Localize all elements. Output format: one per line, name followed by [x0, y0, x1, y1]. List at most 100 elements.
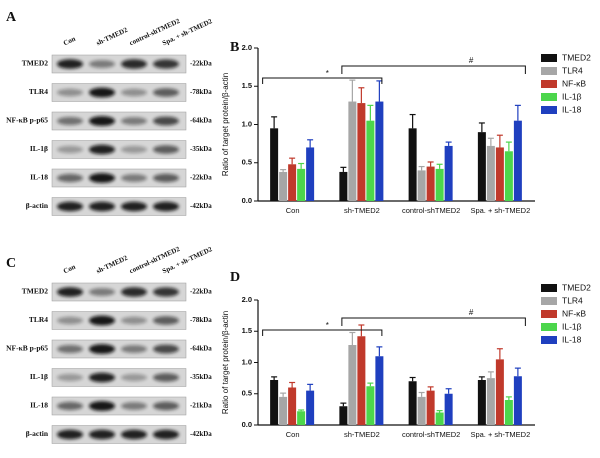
blot-band: [89, 173, 115, 183]
legend-label: TLR4: [562, 65, 583, 75]
y-tick-label: 2.0: [242, 295, 252, 304]
bar: [357, 336, 366, 425]
bar: [513, 376, 522, 425]
blot-band: [89, 401, 115, 411]
blot-band: [121, 402, 147, 410]
bracket: [262, 329, 383, 336]
size-label: -42kDa: [190, 202, 212, 210]
x-tick-label: Con: [286, 430, 300, 439]
bar: [288, 387, 297, 425]
x-tick-label: control-shTMED2: [402, 206, 460, 215]
size-label: -35kDa: [190, 145, 212, 153]
protein-label: TMED2: [22, 287, 49, 296]
blot-strip: [51, 197, 187, 216]
blot-band: [153, 201, 179, 212]
y-axis-label: Ratio of target protein/β-actin: [221, 73, 230, 176]
blot-band: [57, 145, 83, 154]
blot-band: [121, 201, 147, 212]
bar: [426, 390, 435, 425]
legend-label: IL-18: [562, 334, 582, 344]
bracket: [341, 317, 526, 326]
bar: [357, 103, 366, 201]
bar: [297, 168, 306, 201]
blot-band: [153, 316, 179, 325]
blot-band: [153, 287, 179, 297]
protein-label: NF-κB p-p65: [6, 344, 48, 353]
bar: [288, 164, 297, 201]
protein-label: β-actin: [26, 201, 49, 210]
bracket: [341, 65, 526, 74]
blot-band: [57, 316, 83, 325]
blot-band: [89, 429, 115, 440]
size-label: -35kDa: [190, 373, 212, 381]
y-axis-label: Ratio of target protein/β-actin: [221, 311, 230, 414]
bar: [495, 147, 504, 201]
legend-label: IL-18: [562, 104, 582, 114]
blot-band: [57, 345, 83, 353]
legend-label: TMED2: [562, 282, 591, 292]
blot-band: [121, 287, 147, 297]
blot-band: [121, 59, 147, 69]
bar: [417, 170, 426, 201]
bar: [270, 128, 279, 201]
size-label: -22kDa: [190, 288, 212, 296]
bar: [297, 411, 306, 425]
protein-label: NF-κB p-p65: [6, 116, 48, 125]
blot-band: [153, 429, 179, 440]
blot-band: [57, 88, 83, 97]
bar: [339, 171, 348, 201]
size-label: -64kDa: [190, 117, 212, 125]
x-tick-label: Con: [286, 206, 300, 215]
blot-strip: [51, 54, 187, 74]
bar: [270, 380, 279, 425]
blot-strip: [51, 83, 187, 102]
bar: [417, 396, 426, 425]
bar: [279, 396, 288, 425]
legend-swatch: [541, 80, 557, 88]
blot-strip: [51, 339, 187, 359]
panel-label: D: [230, 270, 240, 285]
bar: [348, 345, 357, 425]
bar: [435, 412, 444, 425]
y-tick-label: 1.5: [242, 326, 252, 335]
blot-band: [57, 429, 83, 440]
bracket: [262, 77, 383, 84]
legend-swatch: [541, 323, 557, 331]
lane-label: Con: [62, 263, 77, 276]
blot-band: [89, 87, 115, 98]
bar: [495, 359, 504, 425]
panel-label: A: [6, 10, 17, 25]
panel-label: B: [230, 40, 239, 55]
protein-label: IL-18: [30, 401, 48, 410]
x-tick-label: control-shTMED2: [402, 430, 460, 439]
blot-band: [153, 173, 179, 183]
legend-swatch: [541, 297, 557, 305]
blot-band: [121, 88, 147, 97]
bar: [504, 400, 513, 425]
blot-band: [153, 145, 179, 154]
blot-band: [153, 401, 179, 411]
bar: [366, 120, 375, 201]
y-tick-label: 0.0: [242, 196, 252, 205]
blot-band: [89, 372, 115, 383]
blot-band: [57, 201, 83, 212]
protein-label: TMED2: [22, 59, 49, 68]
size-label: -64kDa: [190, 345, 212, 353]
blot-strip: [51, 311, 187, 330]
blot-band: [89, 315, 115, 326]
legend-swatch: [541, 336, 557, 344]
size-label: -22kDa: [190, 174, 212, 182]
size-label: -42kDa: [190, 430, 212, 438]
bar: [408, 128, 417, 201]
bar: [375, 101, 384, 201]
blot-band: [121, 316, 147, 325]
bar: [486, 378, 495, 425]
blot-band: [153, 116, 179, 126]
y-tick-label: 1.5: [242, 81, 252, 90]
legend-swatch: [541, 284, 557, 292]
blot-strip: [51, 282, 187, 302]
bar: [435, 168, 444, 201]
blot-band: [57, 373, 83, 382]
blot-band: [89, 60, 115, 68]
